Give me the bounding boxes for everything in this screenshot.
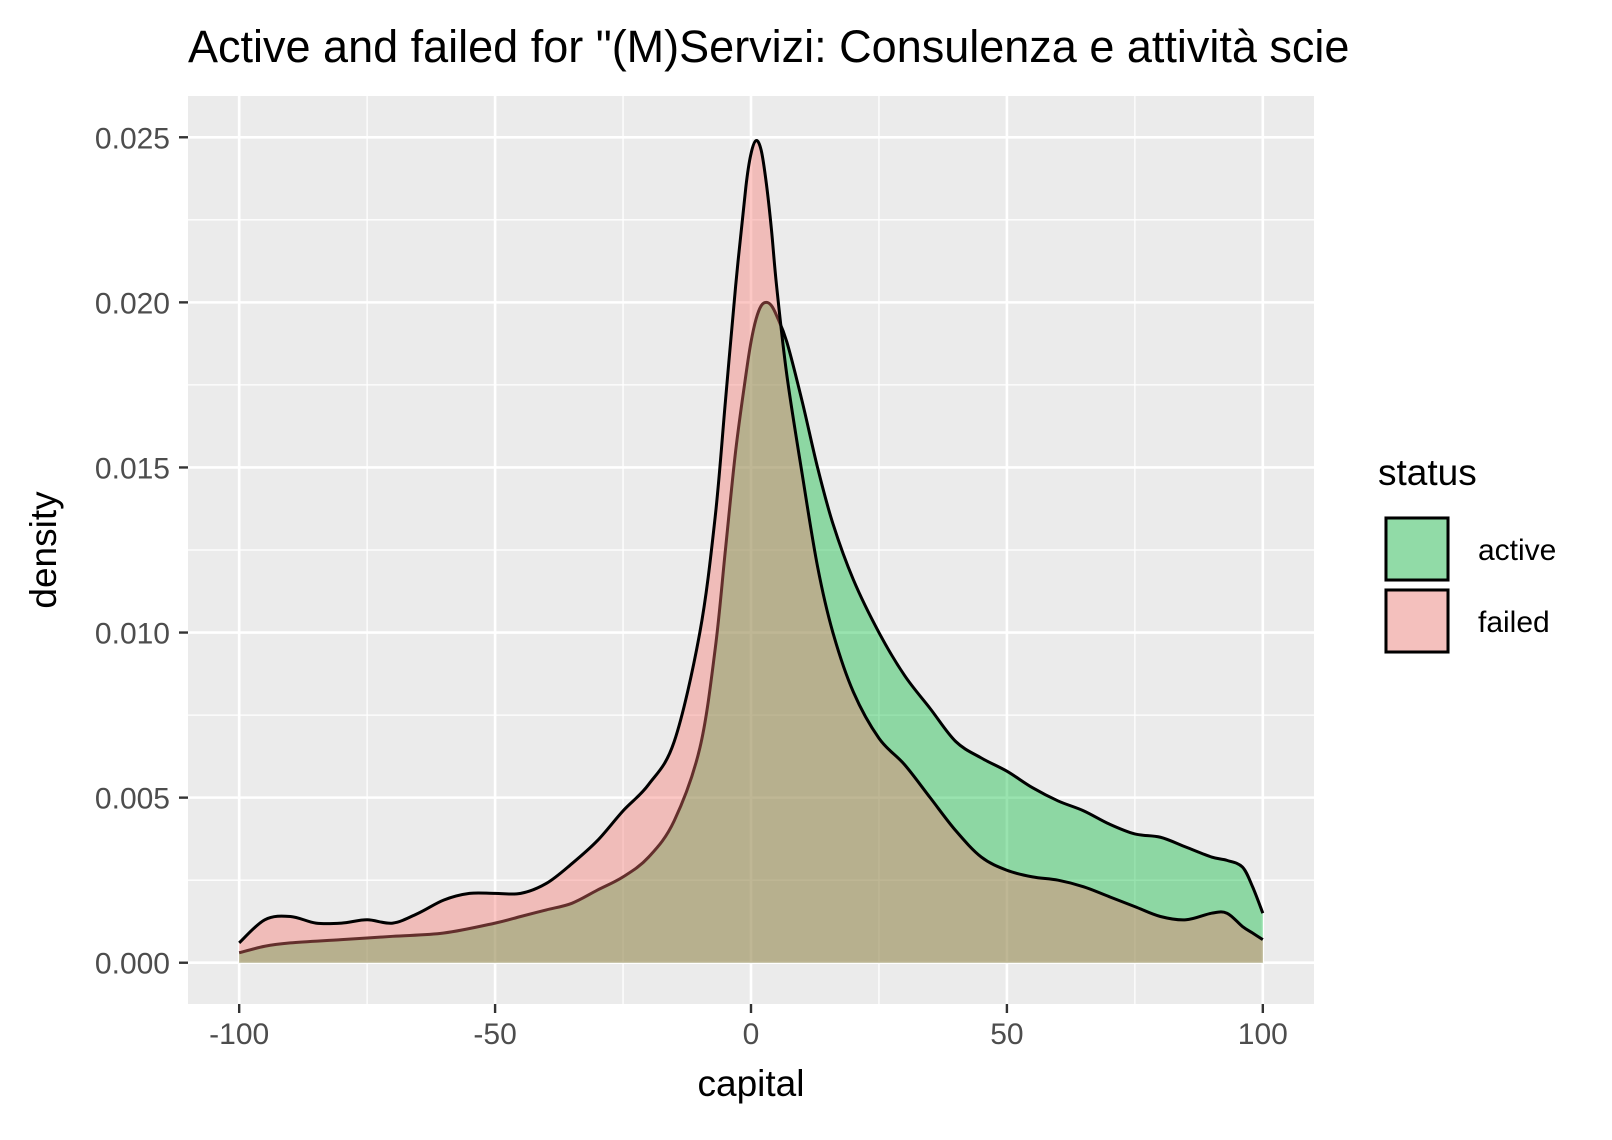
y-tick-label: 0.015 (95, 452, 170, 485)
x-tick-label: -100 (209, 1018, 269, 1051)
legend-key-bg-failed (1384, 588, 1450, 654)
chart-title: Active and failed for "(M)Servizi: Consu… (188, 21, 1349, 72)
density-area-failed (239, 140, 1263, 963)
density-line-active (238, 300, 1265, 955)
legend-label-active: active (1478, 534, 1556, 567)
x-tick-label: -50 (473, 1018, 516, 1051)
x-axis: -100 -50 0 50 100 (209, 1004, 1288, 1051)
y-tick-label: 0.010 (95, 618, 170, 651)
y-axis-title: density (23, 491, 64, 609)
legend: status active failed (1378, 452, 1556, 654)
y-axis: 0.000 0.005 0.010 0.015 0.020 0.025 (95, 122, 188, 981)
legend-title: status (1378, 452, 1477, 493)
x-axis-title: capital (698, 1063, 805, 1104)
grid-lines (188, 96, 1314, 1004)
legend-label-failed: failed (1478, 606, 1550, 639)
density-area-active (239, 302, 1263, 963)
legend-key-bg-active (1384, 516, 1450, 582)
y-tick-label: 0.025 (95, 122, 170, 155)
legend-key-failed (1384, 588, 1450, 654)
density-line-failed (238, 139, 1264, 945)
y-tick-label: 0.005 (95, 783, 170, 816)
x-tick-label: 0 (743, 1018, 760, 1051)
y-tick-label: 0.000 (95, 948, 170, 981)
density-areas (238, 139, 1265, 963)
x-tick-label: 50 (990, 1018, 1023, 1051)
legend-key-active (1384, 516, 1450, 582)
y-tick-label: 0.020 (95, 287, 170, 320)
x-tick-label: 100 (1238, 1018, 1288, 1051)
